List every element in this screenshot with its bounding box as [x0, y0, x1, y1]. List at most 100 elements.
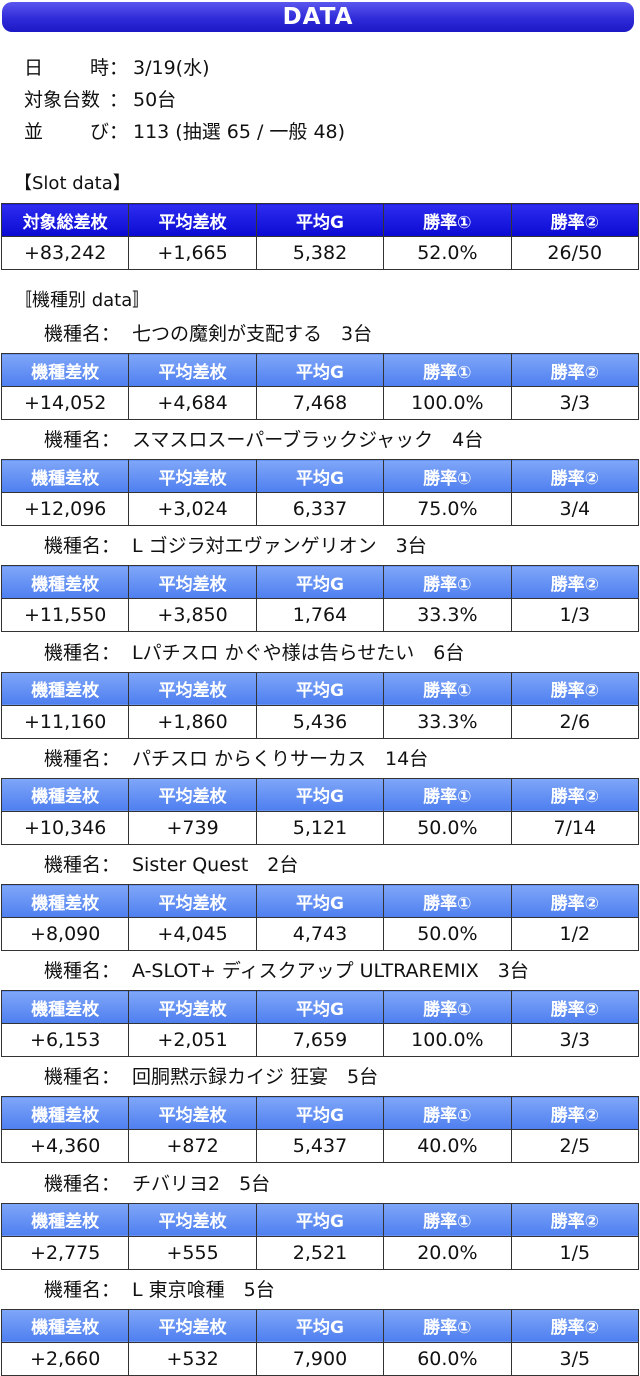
table-cell: 2/6: [510, 704, 640, 739]
model-name-label: 機種名：: [44, 1278, 121, 1301]
table-cell: +3,024: [128, 492, 257, 527]
table-cell: +83,242: [0, 236, 130, 270]
model-data-table: 機種差枚 平均差枚 平均G 勝率① 勝率② +12,096 +3,024 6,337 75.0%…: [0, 459, 640, 527]
table-cell: +4,360: [0, 1129, 130, 1164]
model-data-table: 機種差枚 平均差枚 平均G 勝率① 勝率② +2,660 +532 7,900 60.0% 3/5: [0, 1308, 640, 1376]
table-cell: +2,051: [128, 1023, 257, 1058]
info-label: 対象台数: [24, 89, 101, 111]
table-cell: 60.0%: [383, 1341, 512, 1376]
info-colon: ：: [109, 57, 129, 79]
header-cell: 勝率②: [510, 1096, 640, 1131]
slot-data-title: 【Slot data】: [14, 173, 131, 194]
header-cell: 平均差枚: [128, 459, 257, 494]
info-label: 並び: [24, 121, 109, 143]
header-cell: 勝率①: [383, 777, 512, 812]
table-cell: 33.3%: [383, 598, 512, 633]
header-cell: 平均差枚: [128, 1096, 257, 1131]
header-cell: 勝率①: [383, 353, 512, 387]
table-cell: 3/3: [510, 1023, 640, 1058]
model-name-line: 機種名： Lパチスロ かぐや様は告らせたい 6台: [44, 641, 464, 665]
header-cell: 勝率②: [510, 1308, 640, 1343]
header-cell: 機種差枚: [0, 565, 130, 600]
model-name-line: 機種名： チバリヨ2 5台: [44, 1172, 270, 1196]
table-cell: 5,437: [255, 1129, 385, 1164]
table-cell: +10,346: [0, 810, 130, 845]
table-cell: +8,090: [0, 917, 130, 951]
table-row: +11,160 +1,860 5,436 33.3% 2/6: [0, 704, 640, 739]
info-label: 日時: [24, 57, 109, 79]
table-cell: +6,153: [0, 1023, 130, 1058]
table-cell: 33.3%: [383, 704, 512, 739]
header-cell: 平均G: [255, 1202, 385, 1237]
model-data-table: 機種差枚 平均差枚 平均G 勝率① 勝率② +11,160 +1,860 5,436 33.3%…: [0, 671, 640, 739]
header-cell: 平均G: [255, 777, 385, 812]
model-name: 回胴黙示録カイジ 狂宴 5台: [132, 1066, 379, 1089]
table-cell: 5,382: [255, 236, 385, 270]
table-row: +6,153 +2,051 7,659 100.0% 3/3: [0, 1023, 640, 1058]
table-row: +12,096 +3,024 6,337 75.0% 3/4: [0, 492, 640, 527]
model-name-label: 機種名：: [44, 1066, 121, 1089]
table-header-row: 機種差枚 平均差枚 平均G 勝率① 勝率②: [0, 990, 640, 1025]
model-name: L ゴジラ対エヴァンゲリオン 3台: [132, 535, 427, 558]
model-name-line: 機種名： 回胴黙示録カイジ 狂宴 5台: [44, 1065, 378, 1089]
info-value: 50台: [133, 89, 177, 111]
header-cell: 平均G: [255, 1096, 385, 1131]
model-name-line: 機種名： A-SLOT+ ディスクアップ ULTRAREMIX 3台: [44, 959, 529, 983]
table-row: +10,346 +739 5,121 50.0% 7/14: [0, 810, 640, 845]
table-cell: 1/3: [510, 598, 640, 633]
info-value: 3/19(水): [133, 57, 210, 79]
table-header-row: 機種差枚 平均差枚 平均G 勝率① 勝率②: [0, 1202, 640, 1237]
header-cell: 機種差枚: [0, 459, 130, 494]
table-cell: 100.0%: [383, 1023, 512, 1058]
table-cell: +2,660: [0, 1341, 130, 1376]
header-cell: 勝率①: [383, 1096, 512, 1131]
header-cell: 機種差枚: [0, 671, 130, 706]
header-cell: 機種差枚: [0, 990, 130, 1025]
model-name-label: 機種名：: [44, 854, 121, 876]
table-row: +83,242 +1,665 5,382 52.0% 26/50: [0, 236, 640, 270]
table-cell: +11,550: [0, 598, 130, 633]
table-header-row: 機種差枚 平均差枚 平均G 勝率① 勝率②: [0, 1096, 640, 1131]
table-cell: 2,521: [255, 1235, 385, 1270]
header-cell: 平均G: [255, 990, 385, 1025]
model-data-table: 機種差枚 平均差枚 平均G 勝率① 勝率② +10,346 +739 5,121 50.0% 7/…: [0, 777, 640, 845]
table-cell: 75.0%: [383, 492, 512, 527]
table-row: +14,052 +4,684 7,468 100.0% 3/3: [0, 386, 640, 420]
table-cell: 26/50: [510, 236, 640, 270]
table-cell: +2,775: [0, 1235, 130, 1270]
model-name-line: 機種名： 七つの魔剣が支配する 3台: [44, 322, 372, 346]
table-cell: +739: [128, 810, 257, 845]
table-row: +8,090 +4,045 4,743 50.0% 1/2: [0, 917, 640, 951]
header-cell: 平均差枚: [128, 884, 257, 918]
model-name-label: 機種名：: [44, 323, 121, 345]
table-cell: 5,121: [255, 810, 385, 845]
model-name-line: 機種名： L 東京喰種 5台: [44, 1278, 275, 1302]
model-data-table: 機種差枚 平均差枚 平均G 勝率① 勝率② +11,550 +3,850 1,764 33.3%…: [0, 565, 640, 633]
table-cell: +11,160: [0, 704, 130, 739]
info-date: 日時 ： 3/19(水): [24, 56, 210, 80]
table-header-row: 機種差枚 平均差枚 平均G 勝率① 勝率②: [0, 884, 640, 918]
header-cell: 平均G: [255, 203, 385, 237]
model-name-label: 機種名：: [44, 1172, 121, 1195]
table-header-row: 機種差枚 平均差枚 平均G 勝率① 勝率②: [0, 1308, 640, 1343]
table-cell: 1/5: [510, 1235, 640, 1270]
table-cell: +4,684: [128, 386, 257, 420]
header-cell: 勝率②: [510, 671, 640, 706]
model-name-label: 機種名：: [44, 747, 121, 770]
info-colon: ：: [109, 89, 129, 111]
table-cell: +14,052: [0, 386, 130, 420]
header-cell: 平均G: [255, 1308, 385, 1343]
header-cell: 勝率①: [383, 884, 512, 918]
header-cell: 勝率①: [383, 1202, 512, 1237]
table-cell: 20.0%: [383, 1235, 512, 1270]
table-header-row: 機種差枚 平均差枚 平均G 勝率① 勝率②: [0, 671, 640, 706]
header-cell: 勝率①: [383, 1308, 512, 1343]
table-cell: 1,764: [255, 598, 385, 633]
table-cell: 40.0%: [383, 1129, 512, 1164]
table-cell: 50.0%: [383, 917, 512, 951]
header-cell: 機種差枚: [0, 1096, 130, 1131]
model-name: Sister Quest 2台: [132, 854, 299, 876]
slot-data-table: 対象総差枚 平均差枚 平均G 勝率① 勝率② +83,242 +1,665 5,…: [0, 203, 640, 270]
model-name: A-SLOT+ ディスクアップ ULTRAREMIX 3台: [132, 960, 529, 983]
model-data-title: 〚機種別 data〛: [14, 290, 151, 311]
